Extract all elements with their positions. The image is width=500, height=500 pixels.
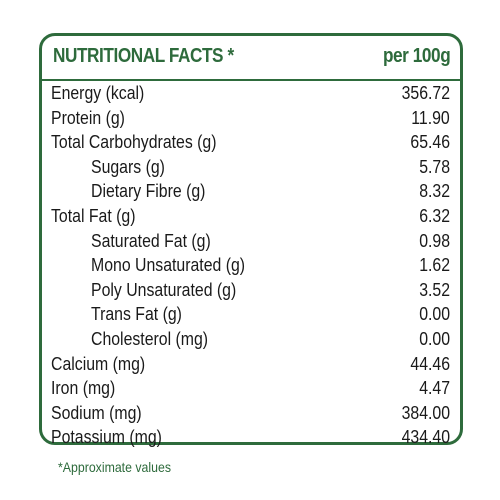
nutrition-facts-panel: NUTRITIONAL FACTS * per 100g Energy (kca… <box>39 33 463 447</box>
nutrient-value: 3.52 <box>419 279 450 300</box>
nutrient-name: Calcium (mg) <box>51 353 146 374</box>
nutrient-row: Calcium (mg) 44.46 <box>42 352 460 377</box>
nutrient-row: Mono Unsaturated (g) 1.62 <box>42 253 460 278</box>
nutrient-name: Dietary Fibre (g) <box>91 181 206 202</box>
nutrient-name: Protein (g) <box>51 107 125 128</box>
nutrient-name: Energy (kcal) <box>51 83 145 103</box>
nutrient-row: Total Carbohydrates (g) 65.46 <box>42 130 460 155</box>
nutrient-row: Dietary Fibre (g) 8.32 <box>42 179 460 204</box>
nutrient-value: 4.47 <box>419 378 450 399</box>
nutrient-value: 356.72 <box>401 83 450 103</box>
nutrient-value: 6.32 <box>419 205 450 226</box>
nutrient-name: Sodium (mg) <box>51 402 142 423</box>
nutrient-value: 0.00 <box>419 304 450 325</box>
nutrient-row: Protein (g) 11.90 <box>42 106 460 131</box>
nutrient-list: Energy (kcal) 356.72 Protein (g) 11.90 Total… <box>42 81 460 450</box>
nutrient-row: Total Fat (g) 6.32 <box>42 204 460 229</box>
nutrient-value: 384.00 <box>401 402 450 423</box>
nutrient-row: Sugars (g) 5.78 <box>42 155 460 180</box>
nutrient-name: Total Carbohydrates (g) <box>51 132 217 153</box>
nutrient-row: Cholesterol (mg) 0.00 <box>42 327 460 352</box>
nutrient-row: Trans Fat (g) 0.00 <box>42 302 460 327</box>
serving-unit: per 100g <box>382 45 451 67</box>
nutrient-value: 44.46 <box>410 353 450 374</box>
nutrient-name: Trans Fat (g) <box>91 304 182 325</box>
nutrient-name: Potassium (mg) <box>51 427 162 448</box>
nutrient-row: Energy (kcal) 356.72 <box>42 81 460 106</box>
nutrient-name: Poly Unsaturated (g) <box>91 279 237 300</box>
nutrient-value: 0.00 <box>419 328 450 349</box>
nutrient-row: Saturated Fat (g) 0.98 <box>42 229 460 254</box>
nutrient-row: Potassium (mg) 434.40 <box>42 425 460 450</box>
nutrition-header: NUTRITIONAL FACTS * per 100g <box>42 36 460 81</box>
nutrient-name: Saturated Fat (g) <box>91 230 211 251</box>
nutrient-value: 0.98 <box>419 230 450 251</box>
nutrient-name: Cholesterol (mg) <box>91 328 209 349</box>
nutrient-name: Sugars (g) <box>91 156 165 177</box>
nutrient-row: Poly Unsaturated (g) 3.52 <box>42 278 460 303</box>
nutrient-name: Total Fat (g) <box>51 205 136 226</box>
nutrient-value: 1.62 <box>419 255 450 276</box>
nutrient-value: 434.40 <box>401 427 450 448</box>
nutrient-value: 65.46 <box>410 132 450 153</box>
nutrient-name: Iron (mg) <box>51 378 116 399</box>
footnote: *Approximate values <box>58 459 171 475</box>
nutrient-value: 5.78 <box>419 156 450 177</box>
nutrient-row: Sodium (mg) 384.00 <box>42 401 460 426</box>
nutrient-value: 8.32 <box>419 181 450 202</box>
nutrient-value: 11.90 <box>411 107 450 128</box>
nutrient-row: Iron (mg) 4.47 <box>42 376 460 401</box>
nutrient-name: Mono Unsaturated (g) <box>91 255 246 276</box>
nutrition-title: NUTRITIONAL FACTS * <box>53 45 234 67</box>
